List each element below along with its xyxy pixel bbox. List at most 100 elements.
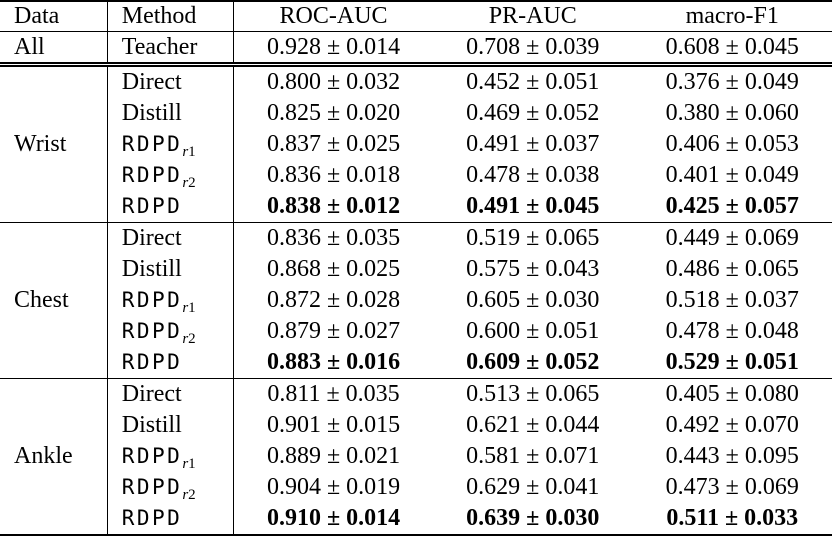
metric-value: 0.708 ± 0.039 xyxy=(433,31,633,67)
method-label: RDPDr2 xyxy=(107,316,235,347)
table-row: RDPDr1 0.872 ± 0.028 0.605 ± 0.030 0.518 ± … xyxy=(0,285,832,316)
data-group-label: Ankle xyxy=(0,378,108,535)
method-name-mono: RDPD xyxy=(121,506,183,530)
table-row: RDPDr1 0.837 ± 0.025 0.491 ± 0.037 0.406 ± … xyxy=(0,129,832,160)
method-label: Direct xyxy=(107,378,235,410)
method-name-mono: RDPD xyxy=(121,319,183,343)
metric-value: 0.879 ± 0.027 xyxy=(266,318,401,344)
table-row: RDPD 0.838 ± 0.012 0.491 ± 0.045 0.425 ± 0.… xyxy=(0,191,832,223)
metric-value: 0.401 ± 0.049 xyxy=(665,162,799,188)
metric-value: 0.491 ± 0.045 xyxy=(466,193,600,219)
metric-value: 0.836 ± 0.035 xyxy=(233,222,434,254)
metric-value: 0.836 ± 0.018 xyxy=(266,162,401,188)
metric-value: 0.449 ± 0.069 xyxy=(632,222,832,254)
method-label: RDPDr1 xyxy=(107,285,235,316)
method-label: RDPDr2 xyxy=(107,160,235,191)
metric-value: 0.513 ± 0.065 xyxy=(433,378,633,410)
table-row: Distill 0.825 ± 0.020 0.469 ± 0.052 0.380 ±… xyxy=(0,98,832,129)
method-name-mono: RDPD xyxy=(121,163,183,187)
table-row: RDPDr2 0.836 ± 0.018 0.478 ± 0.038 0.401 ± … xyxy=(0,160,832,191)
metric-value: 0.478 ± 0.048 xyxy=(665,318,799,344)
method-name-mono: RDPD xyxy=(121,132,183,156)
metric-value: 0.519 ± 0.065 xyxy=(433,222,633,254)
header-method: Method xyxy=(107,1,235,32)
metric-value: 0.600 ± 0.051 xyxy=(466,318,600,344)
metric-value: 0.406 ± 0.053 xyxy=(665,131,799,157)
table-row: Distill 0.901 ± 0.015 0.621 ± 0.044 0.492 ±… xyxy=(0,410,832,441)
method-name-mono: RDPD xyxy=(121,288,183,312)
method-label: RDPDr1 xyxy=(107,129,235,160)
metric-value: 0.529 ± 0.051 xyxy=(665,349,799,375)
data-group-label: Wrist xyxy=(0,64,108,223)
method-label: Distill xyxy=(107,410,235,441)
metric-value: 0.639 ± 0.030 xyxy=(466,505,600,531)
metric-value: 0.901 ± 0.015 xyxy=(266,412,401,438)
metric-value: 0.928 ± 0.014 xyxy=(233,31,434,67)
metric-value: 0.837 ± 0.025 xyxy=(266,131,401,157)
metric-value: 0.904 ± 0.019 xyxy=(266,474,401,500)
metric-value: 0.800 ± 0.032 xyxy=(266,69,401,95)
metric-value: 0.376 ± 0.049 xyxy=(665,69,799,95)
metric-value: 0.425 ± 0.057 xyxy=(665,193,799,219)
metric-value: 0.581 ± 0.071 xyxy=(466,443,600,469)
table-row: Distill 0.868 ± 0.025 0.575 ± 0.043 0.486 ±… xyxy=(0,254,832,285)
method-label: RDPD xyxy=(107,503,235,535)
metric-value: 0.575 ± 0.043 xyxy=(466,256,600,282)
method-name-mono: RDPD xyxy=(121,475,183,499)
metric-value: 0.889 ± 0.021 xyxy=(266,443,401,469)
method-label: RDPD xyxy=(107,347,235,379)
method-subscript: r1 xyxy=(182,144,196,160)
metric-value: 0.825 ± 0.020 xyxy=(266,100,401,126)
method-label: Distill xyxy=(107,98,235,129)
table-row: RDPDr1 0.889 ± 0.021 0.581 ± 0.071 0.443 ± … xyxy=(0,441,832,472)
metric-value: 0.491 ± 0.037 xyxy=(466,131,600,157)
metric-value: 0.811 ± 0.035 xyxy=(233,378,434,410)
method-subscript: r2 xyxy=(182,175,196,191)
metric-value: 0.838 ± 0.012 xyxy=(266,193,401,219)
metric-value: 0.518 ± 0.037 xyxy=(665,287,799,313)
table-row: RDPD 0.910 ± 0.014 0.639 ± 0.030 0.511 ± 0.… xyxy=(0,503,832,535)
group-wrist: Wrist Direct 0.800 ± 0.032 0.452 ± 0.051 0.3… xyxy=(0,64,832,223)
metric-value: 0.621 ± 0.044 xyxy=(466,412,600,438)
metric-value: 0.452 ± 0.051 xyxy=(466,69,600,95)
table-row: Ankle Direct 0.811 ± 0.035 0.513 ± 0.065 0.4… xyxy=(0,378,832,535)
metric-value: 0.443 ± 0.095 xyxy=(665,443,799,469)
header-data: Data xyxy=(0,1,108,32)
method-label: RDPD xyxy=(107,191,235,223)
metric-value: 0.883 ± 0.016 xyxy=(266,349,401,375)
metric-value: 0.609 ± 0.052 xyxy=(466,349,600,375)
method-label: RDPDr2 xyxy=(107,472,235,503)
method-label: Distill xyxy=(107,254,235,285)
header-macro-f1: macro-F1 xyxy=(632,1,832,32)
metric-value: 0.629 ± 0.041 xyxy=(466,474,600,500)
header-roc-auc: ROC-AUC xyxy=(233,1,434,32)
table-row: Wrist Direct 0.800 ± 0.032 0.452 ± 0.051 0.3… xyxy=(0,64,832,223)
table-header: Data Method ROC-AUC PR-AUC macro-F1 xyxy=(0,1,832,32)
metric-value: 0.868 ± 0.025 xyxy=(266,256,401,282)
teacher-section: All Teacher 0.928 ± 0.014 0.708 ± 0.039 … xyxy=(0,31,832,67)
metric-value: 0.380 ± 0.060 xyxy=(665,100,799,126)
group-ankle: Ankle Direct 0.811 ± 0.035 0.513 ± 0.065 0.4… xyxy=(0,378,832,535)
method-subscript: r2 xyxy=(182,331,196,347)
method-subscript: r1 xyxy=(182,456,196,472)
method-subscript: r1 xyxy=(182,300,196,316)
group-chest: Chest Direct 0.836 ± 0.035 0.519 ± 0.065 0.4… xyxy=(0,222,832,379)
method-name-mono: RDPD xyxy=(121,444,183,468)
metric-value: 0.405 ± 0.080 xyxy=(632,378,832,410)
metric-value: 0.473 ± 0.069 xyxy=(665,474,799,500)
method-name-mono: RDPD xyxy=(121,194,183,218)
table-row: Chest Direct 0.836 ± 0.035 0.519 ± 0.065 0.4… xyxy=(0,222,832,379)
method-label: Direct xyxy=(107,222,235,254)
table-row: RDPDr2 0.904 ± 0.019 0.629 ± 0.041 0.473 ± … xyxy=(0,472,832,503)
metric-value: 0.910 ± 0.014 xyxy=(266,505,401,531)
metric-value: 0.469 ± 0.052 xyxy=(466,100,600,126)
metric-value: 0.872 ± 0.028 xyxy=(266,287,401,313)
table-row: All Teacher 0.928 ± 0.014 0.708 ± 0.039 … xyxy=(0,31,832,67)
metric-value: 0.486 ± 0.065 xyxy=(665,256,799,282)
header-row: Data Method ROC-AUC PR-AUC macro-F1 xyxy=(0,1,832,32)
table-row: RDPDr2 0.879 ± 0.027 0.600 ± 0.051 0.478 ± … xyxy=(0,316,832,347)
metric-value: 0.608 ± 0.045 xyxy=(632,31,832,67)
data-group-label: Chest xyxy=(0,222,108,379)
method-label: Teacher xyxy=(107,31,235,67)
